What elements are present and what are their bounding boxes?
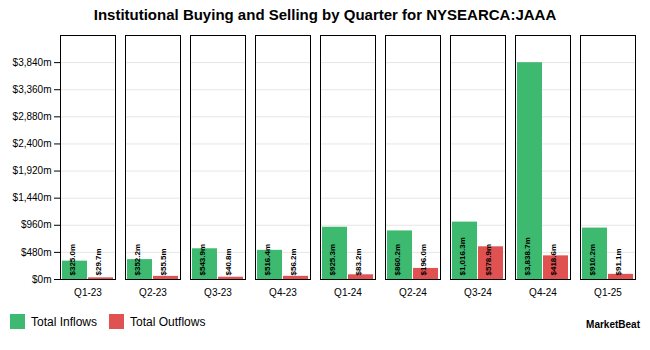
svg-text:Q1-23: Q1-23 xyxy=(74,287,102,298)
svg-text:$960m: $960m xyxy=(21,219,52,230)
svg-text:$1,016.3m: $1,016.3m xyxy=(458,237,467,275)
svg-text:$480m: $480m xyxy=(21,247,52,258)
svg-text:Q1-25: Q1-25 xyxy=(594,287,622,298)
svg-text:$40.8m: $40.8m xyxy=(224,248,233,275)
svg-text:$325.0m: $325.0m xyxy=(68,244,77,276)
svg-text:$1,440m: $1,440m xyxy=(13,192,52,203)
svg-text:Q3-23: Q3-23 xyxy=(204,287,232,298)
svg-text:$860.2m: $860.2m xyxy=(393,244,402,276)
svg-text:$1,920m: $1,920m xyxy=(13,165,52,176)
svg-text:Q4-23: Q4-23 xyxy=(269,287,297,298)
svg-text:Q4-24: Q4-24 xyxy=(529,287,557,298)
html-text:Institutional Buying and Selli: Institutional Buying and Selling by Quar… xyxy=(93,6,557,23)
svg-text:$578.9m: $578.9m xyxy=(484,244,493,276)
svg-text:$2,400m: $2,400m xyxy=(13,138,52,149)
svg-text:$910.2m: $910.2m xyxy=(588,244,597,276)
svg-text:$3,360m: $3,360m xyxy=(13,84,52,95)
svg-text:$925.3m: $925.3m xyxy=(328,244,337,276)
svg-text:$352.2m: $352.2m xyxy=(133,244,142,276)
svg-text:$56.2m: $56.2m xyxy=(289,248,298,275)
svg-text:Q2-23: Q2-23 xyxy=(139,287,167,298)
svg-text:$0m: $0m xyxy=(32,274,51,285)
html-text:MarketBeat: MarketBeat xyxy=(586,319,640,330)
svg-text:$55.5m: $55.5m xyxy=(159,248,168,275)
html-text:Total Outflows: Total Outflows xyxy=(130,314,206,329)
svg-text:$516.4m: $516.4m xyxy=(263,244,272,276)
svg-text:$83.2m: $83.2m xyxy=(354,248,363,275)
html-text:Total Inflows: Total Inflows xyxy=(31,314,97,329)
svg-text:$418.6m: $418.6m xyxy=(549,244,558,276)
svg-text:$3,840m: $3,840m xyxy=(13,57,52,68)
svg-text:$543.9m: $543.9m xyxy=(198,244,207,276)
svg-text:Q1-24: Q1-24 xyxy=(334,287,362,298)
svg-text:Q3-24: Q3-24 xyxy=(464,287,492,298)
svg-text:$3,838.7m: $3,838.7m xyxy=(523,237,532,275)
svg-text:$29.7m: $29.7m xyxy=(94,248,103,275)
svg-text:$2,880m: $2,880m xyxy=(13,111,52,122)
svg-text:Q2-24: Q2-24 xyxy=(399,287,427,298)
svg-text:$91.1m: $91.1m xyxy=(614,248,623,275)
svg-text:$196.0m: $196.0m xyxy=(419,244,428,276)
